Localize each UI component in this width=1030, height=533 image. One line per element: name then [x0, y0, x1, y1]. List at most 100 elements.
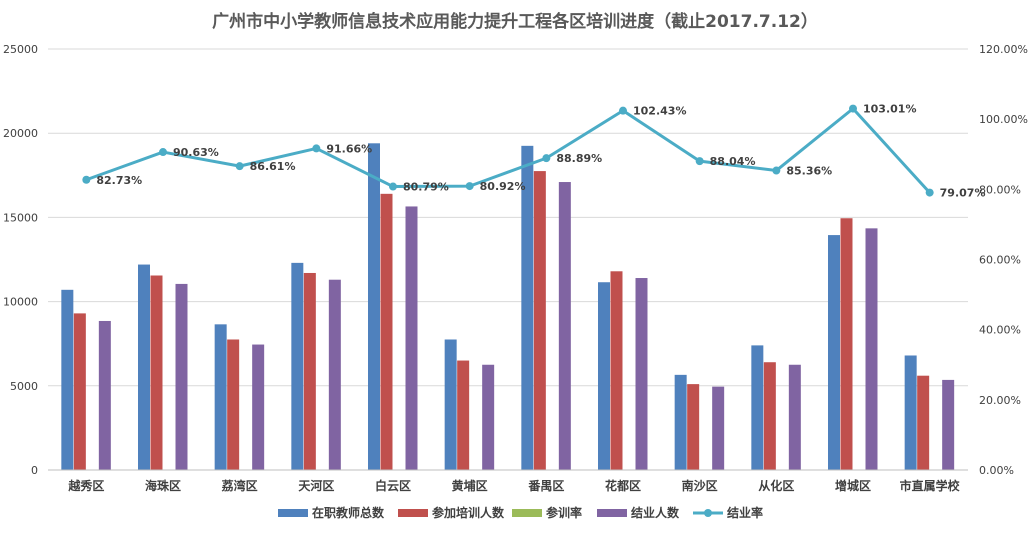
bar-结业人数 [942, 379, 955, 470]
bars [61, 143, 955, 471]
rate-data-label: 88.04% [710, 155, 756, 168]
rate-point [619, 106, 627, 115]
rate-data-label: 85.36% [786, 165, 832, 178]
legend-swatch [398, 509, 428, 517]
bar-在职教师总数 [138, 264, 150, 470]
bar-参加培训人数 [73, 313, 86, 470]
legend-marker [704, 509, 712, 517]
y-right-tick-label: 80.00% [979, 183, 1021, 196]
rate-point [389, 182, 397, 191]
rate-line: 82.73% 90.63% 86.61% 91.66% 80.79% 80.92% 88.8… [82, 103, 985, 200]
y-left-tick-label: 10000 [3, 296, 38, 309]
bar-在职教师总数 [61, 289, 74, 470]
bar-结业人数 [558, 182, 571, 470]
bar-参加培训人数 [763, 362, 776, 470]
bar-结业人数 [328, 279, 341, 470]
bar-结业人数 [635, 278, 648, 470]
bar-结业人数 [175, 283, 188, 470]
rate-point [159, 148, 167, 157]
y-right-tick-label: 100.00% [979, 113, 1028, 126]
bar-在职教师总数 [674, 374, 687, 470]
bar-结业人数 [788, 364, 801, 470]
rate-data-label: 102.43% [633, 105, 686, 118]
bar-参加培训人数 [457, 360, 470, 470]
rate-point [542, 154, 551, 163]
category-label: 番禺区 [527, 478, 564, 493]
legend-swatch [512, 509, 542, 517]
bar-在职教师总数 [598, 282, 610, 470]
bar-结业人数 [712, 386, 725, 470]
bar-参加培训人数 [380, 193, 393, 470]
category-label: 越秀区 [67, 478, 104, 493]
y-right-tick-label: 120.00% [979, 43, 1028, 56]
bar-在职教师总数 [214, 324, 227, 470]
bar-参加培训人数 [533, 171, 546, 470]
axes: 0 5000 10000 15000 20000 25000 0.00% 20.00% 40.0… [3, 43, 1028, 493]
bar-在职教师总数 [368, 143, 380, 470]
rate-point [465, 182, 474, 191]
bar-在职教师总数 [751, 345, 764, 470]
category-label: 花都区 [605, 478, 641, 493]
rate-data-label: 82.73% [96, 174, 142, 187]
category-label: 荔湾区 [221, 478, 258, 493]
bar-参加培训人数 [917, 375, 930, 470]
y-right-tick-label: 0.00% [979, 464, 1014, 477]
rate-point [235, 162, 244, 171]
bar-在职教师总数 [444, 339, 457, 470]
y-left-tick-label: 0 [31, 464, 38, 477]
rate-data-label: 79.07% [940, 187, 986, 200]
y-left-tick-label: 5000 [10, 380, 38, 393]
category-label: 天河区 [298, 478, 334, 493]
bar-参加培训人数 [227, 339, 240, 470]
bar-参加培训人数 [610, 271, 623, 470]
legend-label: 在职教师总数 [312, 505, 385, 520]
bar-结业人数 [98, 320, 111, 470]
category-label: 黄埔区 [452, 478, 488, 493]
bar-在职教师总数 [904, 355, 917, 470]
rate-point [925, 188, 934, 197]
bar-参加培训人数 [840, 218, 853, 470]
rate-data-label: 80.92% [480, 180, 526, 193]
category-label: 市直属学校 [900, 478, 961, 493]
rate-data-label: 90.63% [173, 146, 219, 159]
legend-label: 结业率 [727, 505, 763, 520]
legend-label: 结业人数 [631, 505, 680, 520]
rate-point [695, 157, 704, 166]
bar-结业人数 [865, 228, 878, 470]
rate-line-path [85, 107, 931, 194]
bar-参加培训人数 [150, 275, 163, 470]
legend-swatch [278, 509, 308, 517]
bar-结业人数 [482, 364, 495, 470]
legend: 在职教师总数 参加培训人数 参训率 结业人数 结业率 [278, 505, 763, 520]
legend-label: 参训率 [546, 505, 582, 520]
bar-结业人数 [405, 206, 418, 471]
legend-swatch [597, 509, 627, 517]
rate-data-label: 80.79% [403, 181, 449, 194]
y-left-tick-label: 15000 [3, 211, 38, 224]
legend-label: 参加培训人数 [432, 505, 505, 520]
category-label: 从化区 [758, 478, 794, 493]
rate-data-label: 103.01% [863, 103, 916, 116]
rate-point [772, 166, 781, 175]
y-left-tick-label: 20000 [3, 127, 38, 140]
y-right-tick-label: 60.00% [979, 254, 1021, 267]
category-label: 海珠区 [145, 478, 181, 493]
bar-在职教师总数 [828, 235, 840, 470]
bar-在职教师总数 [521, 145, 534, 470]
category-label: 南沙区 [682, 478, 718, 493]
y-right-tick-label: 20.00% [979, 394, 1021, 407]
rate-point [82, 175, 91, 184]
bar-结业人数 [252, 344, 265, 470]
rate-point [849, 104, 857, 113]
y-right-tick-label: 40.00% [979, 324, 1021, 337]
bar-参加培训人数 [687, 384, 700, 470]
category-label: 增城区 [835, 478, 871, 493]
category-label: 白云区 [375, 478, 411, 493]
rate-data-label: 88.89% [556, 152, 602, 165]
rate-data-label: 91.66% [326, 142, 372, 155]
bar-参加培训人数 [303, 272, 316, 470]
rate-data-label: 86.61% [250, 160, 296, 173]
rate-point [312, 144, 321, 153]
